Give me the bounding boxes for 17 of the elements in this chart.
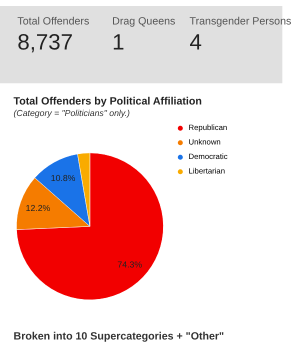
chart-subtitle: (Category = "Politicians" only.) [14, 108, 130, 118]
data-label: 74.3% [117, 259, 142, 270]
legend-label: Unknown [188, 138, 221, 147]
text: Broken into 10 Supercategories + "Other" [14, 330, 224, 343]
category-label: Transgender Persons [190, 15, 292, 28]
legend-label: Republican [188, 123, 228, 132]
pie-slice [16, 152, 164, 300]
data-label: 4 [190, 29, 202, 54]
data-label: 10.8% [50, 173, 76, 184]
category-label: Total Offenders [17, 15, 90, 28]
legend-label: Democratic [188, 152, 228, 162]
chart-title: Total Offenders by Political Affiliation [14, 96, 202, 108]
data-label: 12.2% [26, 202, 51, 213]
data-label: 8,737 [17, 29, 74, 54]
data-label: 1 [112, 29, 125, 54]
legend-label: Libertarian [188, 166, 226, 176]
category-label: Drag Queens [112, 15, 176, 28]
